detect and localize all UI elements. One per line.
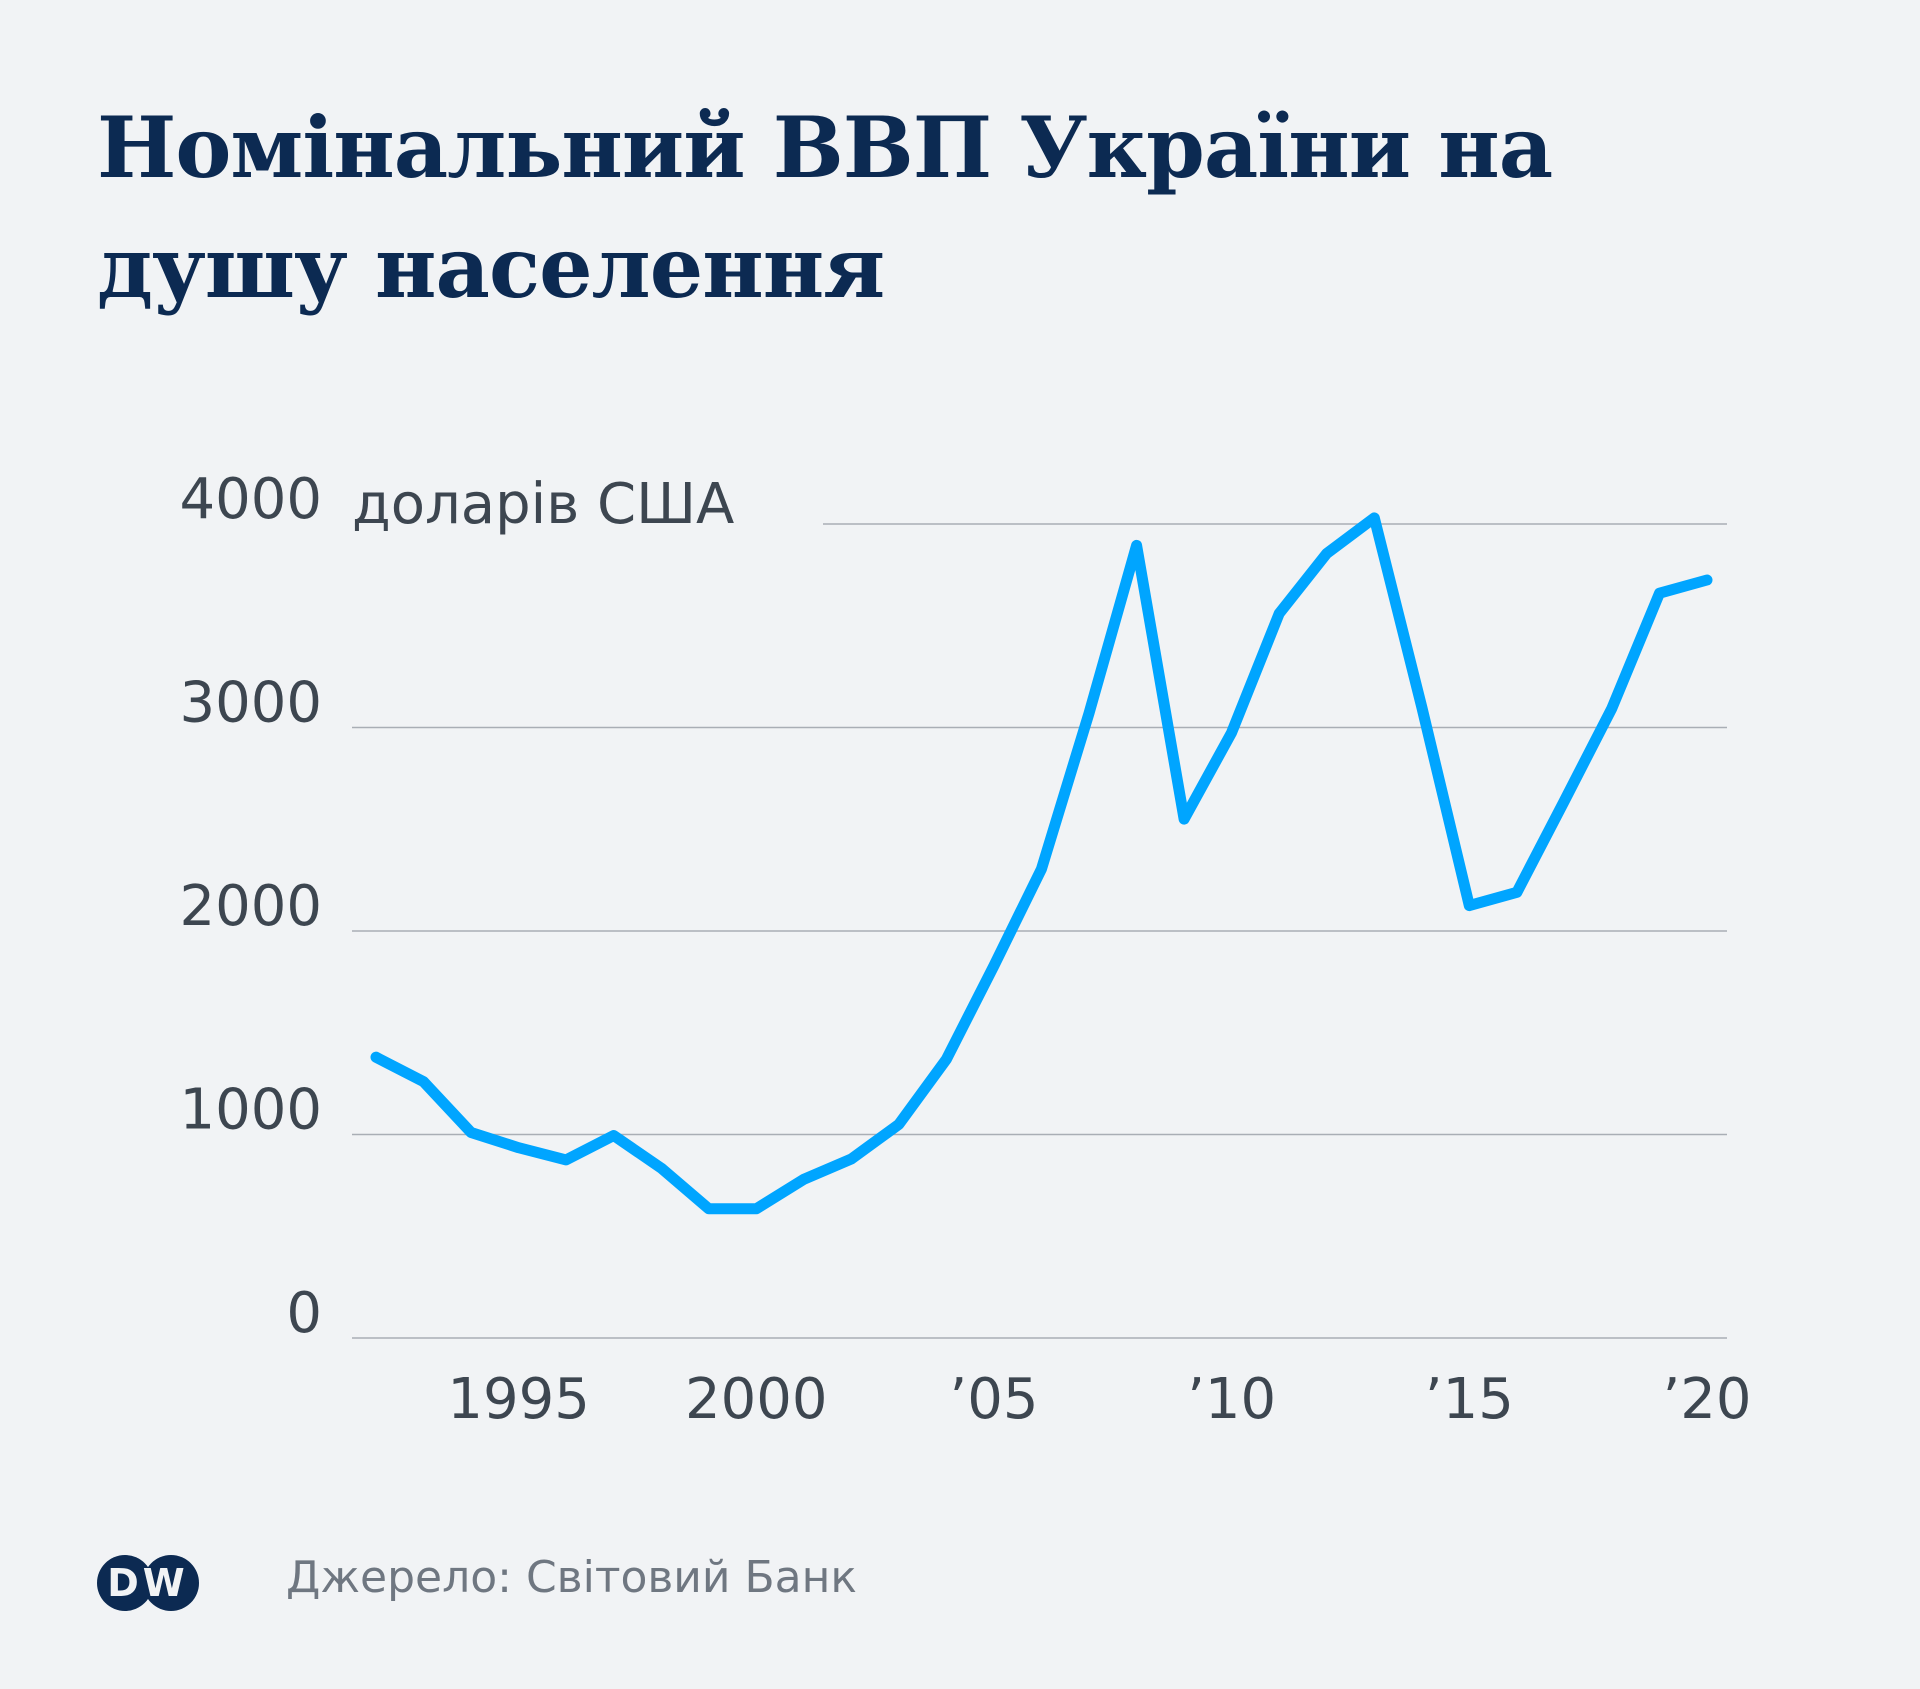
dw-logo: DW (96, 1554, 200, 1612)
x-axis-tick-labels: 1995 2000 ’05 ’10 ’15 ’20 (447, 1367, 1751, 1432)
x-tick-label: ’20 (1662, 1367, 1751, 1432)
chart-title: Номінальний ВВП України на душу населенн… (97, 98, 1553, 317)
x-tick-label: ’15 (1425, 1367, 1514, 1432)
source-note: Джерело: Світовий Банк (286, 1552, 857, 1603)
y-tick-label: 0 (286, 1281, 322, 1346)
series-layer (370, 512, 1713, 1215)
x-tick-label: ’10 (1187, 1367, 1276, 1432)
gridlines (352, 523, 1727, 1339)
x-tick-label: 2000 (685, 1367, 828, 1432)
series-line (370, 512, 1713, 1215)
y-tick-label: 2000 (179, 874, 322, 939)
y-tick-label: 1000 (179, 1078, 322, 1143)
x-tick-label: ’05 (949, 1367, 1038, 1432)
y-axis-tick-labels: 0 1000 2000 3000 4000 (179, 467, 322, 1346)
y-tick-label: 3000 (179, 671, 322, 736)
y-axis-unit-label: доларів США (352, 472, 734, 537)
logo-text: DW (107, 1561, 188, 1605)
y-tick-label: 4000 (179, 467, 322, 532)
x-tick-label: 1995 (447, 1367, 590, 1432)
